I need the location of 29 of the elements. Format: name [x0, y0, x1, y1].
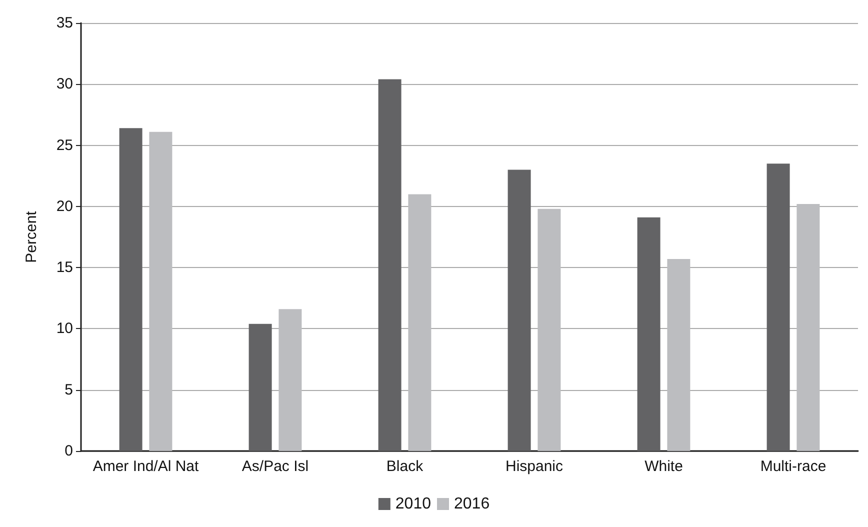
x-tick-label: Amer Ind/Al Nat	[92, 458, 200, 475]
y-tick-label: 5	[64, 381, 73, 398]
bar	[408, 194, 432, 451]
y-tick-label: 0	[64, 442, 73, 460]
x-tick-label: As/Pac Isl	[242, 458, 309, 475]
x-tick-label: Hispanic	[505, 458, 564, 475]
x-tick-label: Black	[386, 458, 424, 475]
bar	[796, 204, 820, 451]
bar	[278, 309, 302, 451]
y-tick-label: 15	[56, 259, 73, 276]
x-tick-label: White	[644, 458, 683, 475]
x-tick-label: Multi-race	[760, 458, 826, 475]
bar	[667, 259, 690, 451]
bar	[119, 128, 142, 451]
y-tick-label: 20	[56, 198, 73, 215]
bar	[149, 132, 172, 451]
bar	[378, 79, 402, 451]
legend-label: 2010	[395, 496, 432, 512]
y-tick-label: 25	[56, 136, 73, 154]
y-tick-label: 35	[56, 14, 73, 32]
bar	[637, 217, 660, 451]
bar	[766, 164, 790, 451]
y-axis-title: Percent	[23, 210, 40, 263]
bar	[508, 170, 531, 451]
legend-label: 2016	[454, 496, 490, 512]
y-tick-label: 10	[56, 320, 73, 338]
bar	[538, 208, 561, 451]
bar	[248, 324, 272, 451]
y-tick-label: 30	[56, 76, 73, 93]
